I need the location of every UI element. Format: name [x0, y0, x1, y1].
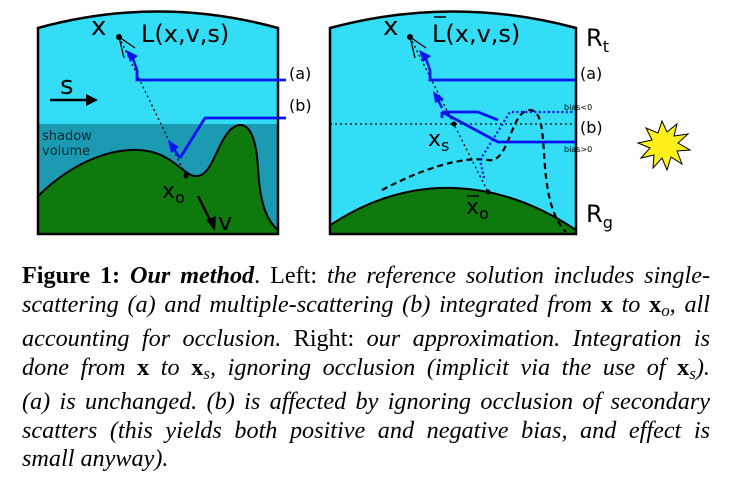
path-a-label: (a): [580, 64, 602, 83]
radiance-label: L(x,v,s): [141, 20, 229, 48]
caption-line: small anyway).: [22, 445, 169, 473]
caption-line: accounting for occlusion. Right: our app…: [22, 325, 710, 354]
figure-caption: Figure 1: Our method. Left: the referenc…: [22, 262, 710, 474]
hit-point: [485, 189, 491, 195]
caption-text: .: [254, 262, 271, 289]
caption-text: , ignoring occlusion (implicit via the u…: [209, 353, 678, 381]
sun-icon: [636, 119, 692, 172]
path-a-label: (a): [289, 64, 311, 83]
radiance-label: L(x,v,s): [432, 16, 520, 48]
view-direction-arrow: [196, 195, 216, 231]
figure-illustration: x L(x,v,s) s (a) (b) shadow volume xo v: [36, 10, 692, 236]
hit-point-label: xo: [162, 179, 185, 207]
caption-var: s: [203, 363, 210, 383]
caption-text: our approximation. Integration is: [354, 325, 710, 353]
single-scatter-path-a: [126, 50, 286, 82]
sun-direction-arrow: [50, 94, 98, 106]
caption-text: scattering (a) and multiple-scattering (…: [22, 290, 601, 318]
bias-positive-path: [478, 159, 486, 179]
caption-var: s: [689, 363, 696, 383]
caption-text: Left:: [270, 262, 318, 289]
caption-var: x: [191, 353, 204, 381]
caption-text: to: [149, 353, 192, 381]
left-panel-frame: [36, 10, 280, 236]
shadow-volume-label-2: volume: [42, 144, 90, 159]
caption-text: done from: [22, 353, 138, 381]
path-b-label: (b): [580, 118, 603, 137]
path-b-label: (b): [289, 96, 312, 115]
shadow-point: [451, 121, 457, 127]
shadow-point-label: xs: [428, 127, 449, 155]
ignored-terrain-dashed: [381, 108, 567, 233]
right-panel-frame: [328, 10, 578, 236]
ground-sphere: [330, 186, 576, 234]
multi-scatter-path-b: [168, 116, 286, 159]
caption-line: Figure 1: Our method. Left: the referenc…: [22, 262, 710, 291]
caption-var: x: [649, 290, 662, 318]
eye-label: x: [91, 12, 106, 42]
caption-var: x: [137, 353, 150, 381]
multi-scatter-path-b: [433, 91, 576, 144]
eye-icon: [116, 34, 136, 59]
ground-boundary-label: Rg: [586, 200, 613, 232]
bias-negative-path: [479, 110, 576, 161]
hit-point-label: xo: [466, 195, 489, 223]
caption-line: (a) is unchanged. (b) is affected by ign…: [22, 388, 710, 416]
bias-negative-label: bias<0: [564, 103, 592, 112]
right-panel: x L(x,v,s) Rt Rg (a) (b) bias<0 bias>0 x…: [328, 10, 613, 236]
caption-line: done from x to xs, ignoring occlusion (i…: [22, 354, 710, 389]
bias-positive-label: bias>0: [564, 145, 592, 154]
hit-point: [183, 173, 189, 179]
caption-title: Our method: [130, 262, 255, 289]
caption-text: ).: [695, 353, 710, 381]
caption-text: accounting for occlusion.: [22, 325, 282, 353]
caption-text: Right:: [281, 325, 355, 353]
caption-var: x: [600, 290, 613, 318]
shadow-volume-label: shadow: [42, 129, 92, 144]
svg-text:L(x,v,s): L(x,v,s): [432, 20, 520, 48]
caption-text: the reference solution includes single-: [317, 262, 710, 289]
caption-var: o: [661, 300, 670, 320]
caption-line: scatters (this yields both positive and …: [22, 416, 710, 444]
eye-label: x: [383, 12, 398, 42]
figure-number: Figure 1:: [22, 262, 121, 289]
single-scatter-path-a: [419, 50, 576, 82]
caption-line: scattering (a) and multiple-scattering (…: [22, 291, 710, 326]
terrain: [38, 124, 278, 234]
left-panel: x L(x,v,s) s (a) (b) shadow volume xo v: [36, 10, 312, 236]
view-direction-label: v: [218, 208, 232, 236]
top-boundary-label: Rt: [586, 24, 609, 56]
sun-direction-label: s: [60, 71, 74, 101]
caption-text: , all: [669, 290, 710, 318]
svg-text:xo: xo: [466, 195, 489, 223]
eye-icon: [407, 34, 427, 59]
caption-var: x: [677, 353, 690, 381]
caption-text: to: [612, 290, 650, 318]
